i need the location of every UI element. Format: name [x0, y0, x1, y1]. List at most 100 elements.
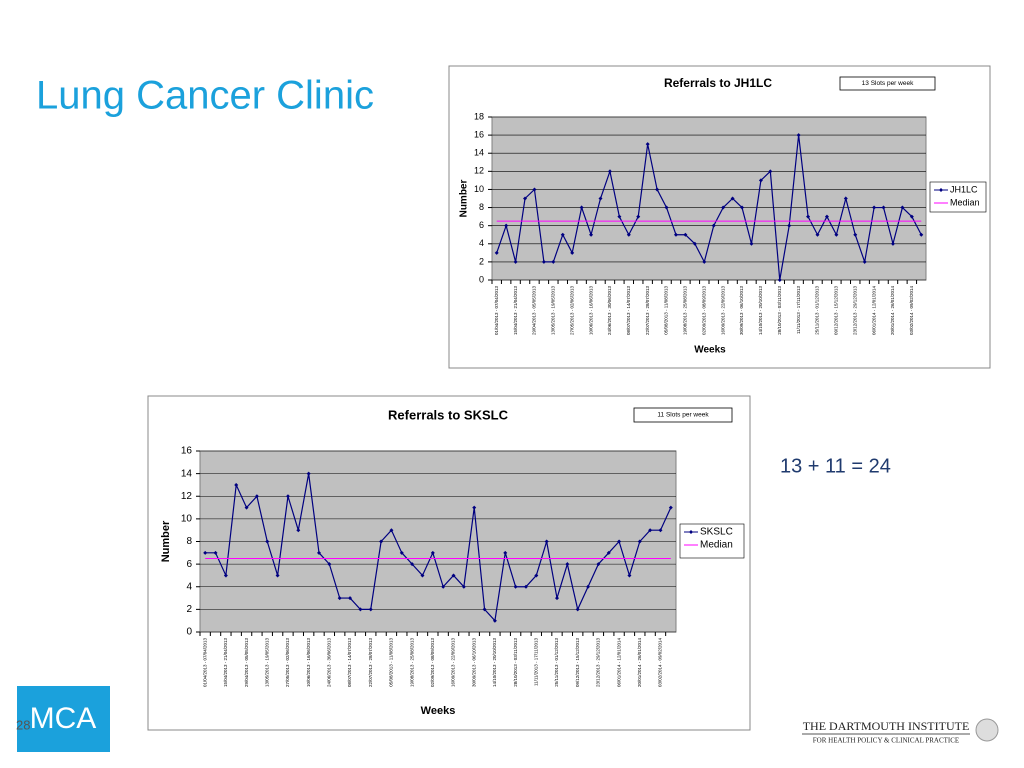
point — [758, 178, 763, 183]
legend-marker — [689, 530, 693, 534]
point — [296, 528, 301, 533]
point — [523, 584, 528, 589]
point — [627, 573, 632, 578]
x-tick-label: 06/01/2014 - 12/01/2014 — [871, 286, 876, 336]
point — [275, 573, 280, 578]
point — [900, 205, 905, 210]
point — [673, 232, 678, 237]
point — [777, 278, 782, 282]
annotation-box — [633, 407, 733, 423]
seal — [975, 718, 999, 742]
x-tick-label: 09/12/2013 - 15/12/2013 — [575, 638, 580, 688]
point — [806, 214, 811, 219]
point — [853, 232, 858, 237]
y-axis-label: Number — [459, 180, 470, 218]
y-tick-label: 12 — [474, 166, 484, 176]
y-tick-label: 16 — [474, 129, 484, 139]
chart-title: Referrals to SKSLC — [388, 407, 509, 422]
x-tick-label: 23/12/2013 - 29/12/2013 — [852, 286, 857, 336]
x-tick-label: 09/12/2013 - 15/12/2013 — [834, 286, 839, 336]
point — [534, 573, 539, 578]
point — [606, 550, 611, 555]
point — [461, 584, 466, 589]
chart-title: Referrals to JH1LC — [664, 76, 772, 90]
x-tick-label: 22/07/2013 - 28/07/2013 — [645, 286, 650, 336]
point — [551, 259, 556, 264]
point — [586, 584, 591, 589]
footer: FOR HEALTH POLICY & CLINICAL PRACTICE — [813, 737, 959, 745]
y-tick-label: 2 — [186, 604, 192, 615]
y-tick-label: 10 — [181, 514, 193, 525]
point — [824, 214, 829, 219]
series-line — [205, 473, 672, 623]
point — [645, 142, 650, 147]
legend-label: JH1LC — [950, 184, 978, 194]
point — [410, 562, 415, 567]
point — [881, 205, 886, 210]
x-tick-label: 27/05/2013 - 02/06/2013 — [285, 638, 290, 688]
x-tick-label: 14/10/2013 - 20/10/2013 — [758, 286, 763, 336]
y-tick-label: 4 — [186, 581, 192, 592]
legend-box — [679, 523, 745, 559]
point — [265, 539, 270, 544]
point — [796, 133, 801, 138]
x-tick-label: 24/06/2013 - 30/06/2013 — [327, 638, 332, 688]
series-line — [496, 135, 922, 281]
point — [702, 259, 707, 264]
point — [637, 539, 642, 544]
legend-label: Median — [700, 540, 733, 551]
point — [389, 528, 394, 533]
x-tick-label: 08/07/2013 - 14/07/2013 — [626, 286, 631, 336]
point — [368, 607, 373, 612]
x-tick-label: 24/06/2013 - 30/06/2013 — [607, 286, 612, 336]
x-tick-label: 11/11/2013 - 17/11/2013 — [796, 286, 801, 335]
x-tick-label: 25/11/2013 - 01/12/2013 — [815, 286, 820, 335]
point — [430, 550, 435, 555]
point — [560, 232, 565, 237]
point — [482, 607, 487, 612]
point — [254, 494, 259, 499]
x-tick-label: 20/01/2014 - 26/01/2014 — [890, 286, 895, 336]
point — [626, 232, 631, 237]
x-tick-label: 06/01/2014 - 12/01/2014 — [616, 638, 621, 688]
x-axis-label: Weeks — [421, 705, 456, 717]
x-tick-label: 01/04/2013 - 07/04/2013 — [202, 638, 207, 688]
legend-label: SKSLC — [700, 527, 733, 538]
x-tick-label: 03/02/2014 - 09/02/2014 — [658, 638, 663, 688]
point — [513, 584, 518, 589]
annotation: 11 Slots per week — [657, 412, 709, 419]
x-tick-label: 20/01/2014 - 26/01/2014 — [637, 638, 642, 688]
x-tick-label: 16/09/2013 - 22/09/2013 — [451, 638, 456, 688]
x-tick-label: 03/02/2014 - 09/02/2014 — [909, 286, 914, 336]
x-tick-label: 02/09/2013 - 08/09/2013 — [701, 286, 706, 336]
point — [379, 539, 384, 544]
point — [570, 250, 575, 255]
point — [872, 205, 877, 210]
point — [213, 550, 218, 555]
x-tick-label: 05/08/2013 - 11/08/2013 — [664, 286, 669, 335]
y-tick-label: 8 — [479, 202, 484, 212]
y-tick-label: 14 — [181, 468, 193, 479]
y-axis-label: Number — [160, 520, 172, 562]
point — [327, 562, 332, 567]
legend-label: Median — [950, 197, 980, 207]
point — [358, 607, 363, 612]
y-tick-label: 0 — [186, 627, 192, 638]
point — [555, 596, 559, 601]
point — [692, 241, 697, 246]
x-tick-label: 29/04/2013 - 05/05/2013 — [244, 638, 249, 688]
y-tick-label: 14 — [474, 148, 484, 158]
x-tick-label: 13/05/2013 - 19/05/2013 — [264, 638, 269, 688]
point — [617, 539, 622, 544]
y-tick-label: 10 — [474, 184, 484, 194]
x-tick-label: 28/10/2013 - 03/11/2013 — [513, 638, 518, 687]
y-tick-label: 2 — [479, 256, 484, 266]
point — [815, 232, 820, 237]
point — [399, 550, 404, 555]
point — [523, 196, 528, 201]
point — [749, 241, 754, 246]
point — [420, 573, 425, 578]
point — [451, 573, 456, 578]
point — [472, 505, 477, 510]
x-tick-label: 01/04/2013 - 07/04/2013 — [494, 286, 499, 336]
